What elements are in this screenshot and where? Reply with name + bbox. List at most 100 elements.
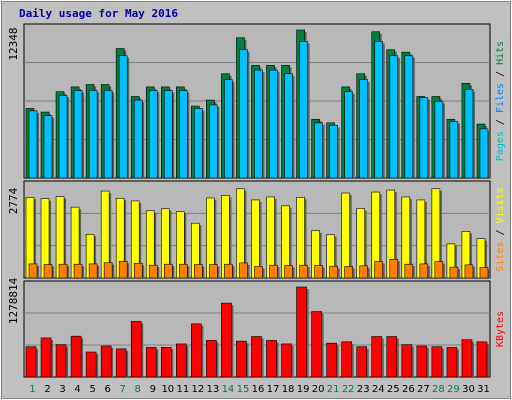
x-tick-label: 31: [477, 384, 490, 395]
x-tick-label: 2: [44, 384, 50, 395]
x-tick-label: 4: [74, 384, 80, 395]
files-bar: [209, 104, 218, 179]
files-bar: [103, 90, 113, 179]
kbytes-bar: [266, 340, 277, 378]
legend-separator: /: [495, 65, 506, 83]
kbytes-bar: [145, 347, 157, 378]
x-tick-label: 13: [207, 384, 220, 395]
x-tick-label: 6: [104, 384, 110, 395]
sites-bar: [284, 265, 293, 279]
files-bar: [434, 100, 444, 179]
kbytes-bar: [326, 342, 337, 378]
files-bar: [389, 55, 399, 179]
sites-bar: [449, 266, 459, 279]
kbytes-bar: [401, 344, 413, 378]
kbytes-bar: [176, 343, 187, 378]
x-tick-label: 17: [267, 384, 280, 395]
sites-bar: [464, 264, 474, 279]
sites-bar: [479, 267, 489, 279]
files-bar: [43, 115, 53, 179]
files-bar: [284, 73, 293, 179]
legend-entry-visits: Visits: [495, 187, 506, 223]
x-tick-label: 28: [432, 384, 445, 395]
sites-bar: [434, 261, 444, 279]
sites-bar: [329, 265, 338, 279]
files-bar: [88, 90, 98, 179]
sites-bar: [374, 261, 384, 279]
files-bar: [269, 69, 278, 179]
kbytes-bar: [85, 351, 97, 378]
files-bar: [73, 90, 83, 179]
x-tick-label: 25: [387, 384, 400, 395]
sites-bar: [133, 262, 143, 279]
files-bar: [449, 121, 459, 179]
x-tick-label: 9: [150, 384, 156, 395]
kbytes-bar: [160, 347, 172, 378]
sites-bar: [209, 264, 218, 279]
chart-title: Daily usage for May 2016: [19, 7, 178, 20]
files-bar: [404, 55, 414, 179]
x-tick-label: 20: [312, 384, 325, 395]
kbytes-bar: [130, 321, 142, 378]
sites-bar: [254, 266, 263, 279]
kbytes-bar: [25, 346, 37, 378]
kbytes-bar: [206, 340, 217, 378]
kbytes-bar: [236, 340, 247, 378]
kbytes-bar: [251, 336, 262, 378]
files-bar: [194, 108, 203, 179]
x-tick-label: 3: [59, 384, 65, 395]
y-max-label-top: 12348: [7, 27, 20, 60]
files-bar: [479, 128, 489, 179]
x-tick-label: 1: [29, 384, 35, 395]
kbytes-bar: [115, 348, 127, 378]
legend-top: Pages / Files / Hits: [495, 41, 506, 161]
legend-entry-files: Files: [495, 83, 506, 113]
kbytes-bar: [55, 344, 67, 378]
sites-bar: [88, 263, 98, 279]
files-bar: [464, 89, 474, 179]
x-tick-label: 19: [297, 384, 310, 395]
kbytes-bar: [311, 311, 322, 378]
sites-bar: [28, 263, 38, 279]
x-tick-label: 16: [252, 384, 265, 395]
kbytes-bar: [341, 341, 352, 378]
sites-bar: [73, 263, 83, 279]
sites-bar: [103, 262, 113, 279]
x-tick-label: 12: [192, 384, 205, 395]
y-max-label-bot: 1278814: [7, 277, 20, 324]
files-bar: [329, 124, 338, 179]
legend-entry-pages: Pages: [495, 131, 506, 161]
visits-bar: [341, 192, 350, 279]
files-bar: [359, 79, 369, 179]
y-max-label-mid: 2774: [7, 187, 20, 214]
files-bar: [133, 99, 143, 179]
x-tick-label: 26: [402, 384, 415, 395]
x-tick-label: 29: [447, 384, 460, 395]
files-bar: [148, 90, 158, 179]
sites-bar: [148, 264, 158, 279]
files-bar: [118, 55, 128, 179]
x-tick-label: 18: [282, 384, 295, 395]
kbytes-bar: [281, 343, 292, 378]
files-bar: [374, 41, 384, 179]
files-bar: [254, 69, 263, 179]
sites-bar: [179, 263, 188, 279]
legend-separator: /: [495, 223, 506, 241]
legend-entry-hits: Hits: [495, 41, 506, 65]
x-tick-label: 8: [135, 384, 141, 395]
kbytes-bar: [296, 286, 307, 378]
x-tick-label: 22: [342, 384, 355, 395]
kbytes-bar: [191, 323, 202, 378]
sites-bar: [163, 263, 173, 279]
sites-bar: [58, 263, 68, 279]
files-bar: [179, 90, 188, 179]
files-bar: [28, 110, 38, 179]
x-tick-label: 14: [222, 384, 235, 395]
sites-bar: [224, 263, 233, 279]
x-tick-label: 7: [120, 384, 126, 395]
files-bar: [344, 91, 353, 179]
x-tick-label: 23: [357, 384, 370, 395]
